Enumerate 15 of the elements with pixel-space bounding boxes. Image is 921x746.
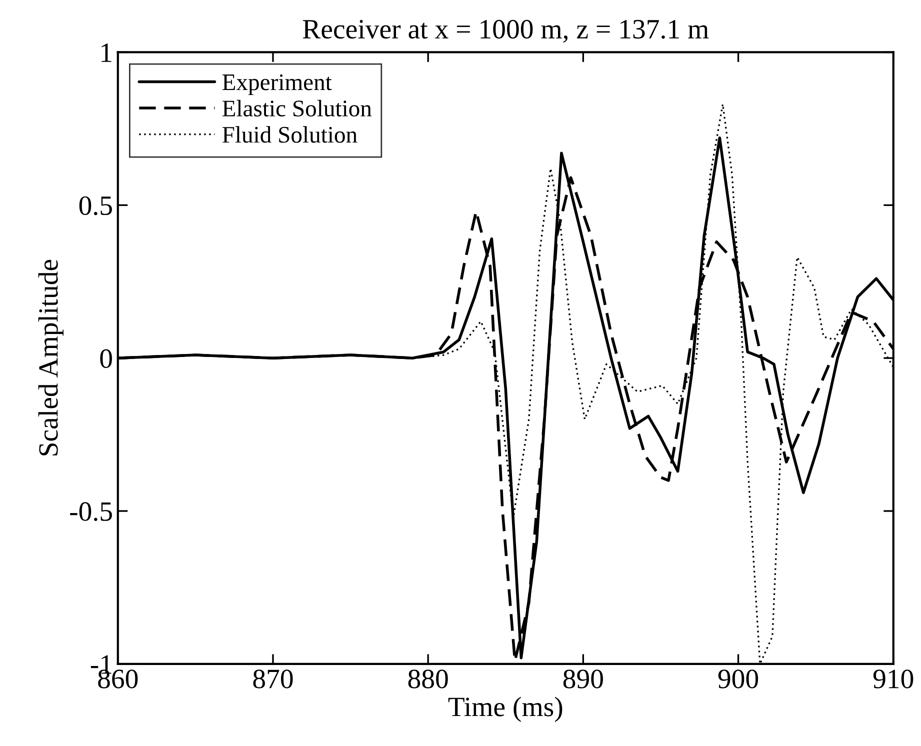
x-axis-title: Time (ms)	[448, 696, 562, 722]
x-tick-label: 890	[563, 670, 603, 688]
legend-label: Fluid Solution	[222, 126, 358, 143]
y-tick-label: 0.5	[79, 196, 112, 216]
x-tick-label: 870	[253, 670, 293, 688]
chart-title: Receiver at x = 1000 m, z = 137.1 m	[302, 20, 709, 43]
y-axis-title: Scaled Amplitude	[38, 260, 64, 456]
y-tick-label: -0.5	[70, 502, 112, 522]
x-tick-label: 900	[718, 670, 758, 688]
y-tick-label: 0	[100, 349, 112, 368]
x-tick-label: 880	[408, 670, 448, 688]
y-tick-label: 1	[102, 44, 112, 62]
x-tick-label: 910	[873, 670, 914, 688]
legend-label: Elastic Solution	[222, 100, 372, 117]
legend-label: Experiment	[222, 74, 332, 96]
